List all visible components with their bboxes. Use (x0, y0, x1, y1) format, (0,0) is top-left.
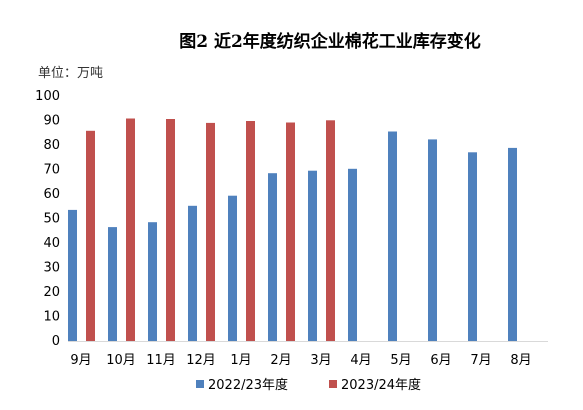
bar-series-2023-24 (166, 119, 175, 341)
x-tick-label: 8月 (510, 353, 531, 368)
y-axis-ticks: 0 10 20 30 40 50 60 70 80 90 100 (35, 89, 60, 349)
legend-label: 2022/23年度 (208, 377, 288, 393)
x-tick-label: 12月 (186, 353, 216, 368)
bar-series-2022-23 (348, 168, 357, 341)
legend: 2022/23年度 2023/24年度 (196, 377, 421, 393)
legend-swatch (196, 380, 204, 388)
x-tick-label: 2月 (270, 353, 291, 368)
y-tick-label: 100 (35, 89, 60, 104)
x-tick-label: 9月 (70, 353, 91, 368)
x-tick-label: 1月 (230, 353, 251, 368)
bars (68, 118, 517, 342)
bar-series-2023-24 (286, 122, 295, 341)
y-tick-label: 50 (43, 212, 60, 227)
legend-label: 2023/24年度 (341, 377, 421, 393)
bar-series-2022-23 (308, 170, 317, 341)
bar-series-2023-24 (126, 118, 135, 341)
x-tick-label: 10月 (106, 353, 136, 368)
x-tick-label: 11月 (146, 353, 176, 368)
y-tick-label: 60 (43, 187, 60, 202)
bar-series-2022-23 (228, 195, 237, 341)
chart-title: 图2 近2年度纺织企业棉花工业库存变化 (179, 31, 481, 52)
bar-series-2023-24 (326, 120, 335, 341)
bar-series-2022-23 (268, 173, 277, 341)
x-tick-label: 4月 (350, 353, 371, 368)
bar-series-2022-23 (388, 131, 397, 341)
x-tick-label: 3月 (310, 353, 331, 368)
y-tick-label: 10 (43, 310, 60, 325)
unit-label: 单位：万吨 (38, 66, 103, 81)
y-tick-label: 90 (43, 114, 60, 129)
bar-series-2023-24 (86, 130, 95, 341)
legend-swatch (329, 380, 337, 388)
y-tick-label: 40 (43, 236, 60, 251)
bar-series-2023-24 (206, 122, 215, 342)
y-tick-label: 70 (43, 163, 60, 178)
bar-series-2023-24 (246, 121, 255, 341)
x-tick-label: 7月 (470, 353, 491, 368)
bar-series-2022-23 (68, 209, 77, 341)
x-tick-label: 6月 (430, 353, 451, 368)
bar-series-2022-23 (188, 205, 197, 341)
bar-series-2022-23 (108, 227, 117, 341)
bar-series-2022-23 (428, 139, 437, 341)
y-tick-label: 0 (52, 334, 60, 349)
x-axis-ticks: 9月 10月 11月 12月 1月 2月 3月 4月 5月 6月 7月 8月 (70, 353, 531, 368)
x-tick-label: 5月 (390, 353, 411, 368)
bar-series-2022-23 (148, 222, 157, 341)
bar-series-2022-23 (508, 147, 517, 341)
y-tick-label: 30 (43, 261, 60, 276)
bar-series-2022-23 (468, 152, 477, 341)
y-tick-label: 20 (43, 285, 60, 300)
y-tick-label: 80 (43, 138, 60, 153)
